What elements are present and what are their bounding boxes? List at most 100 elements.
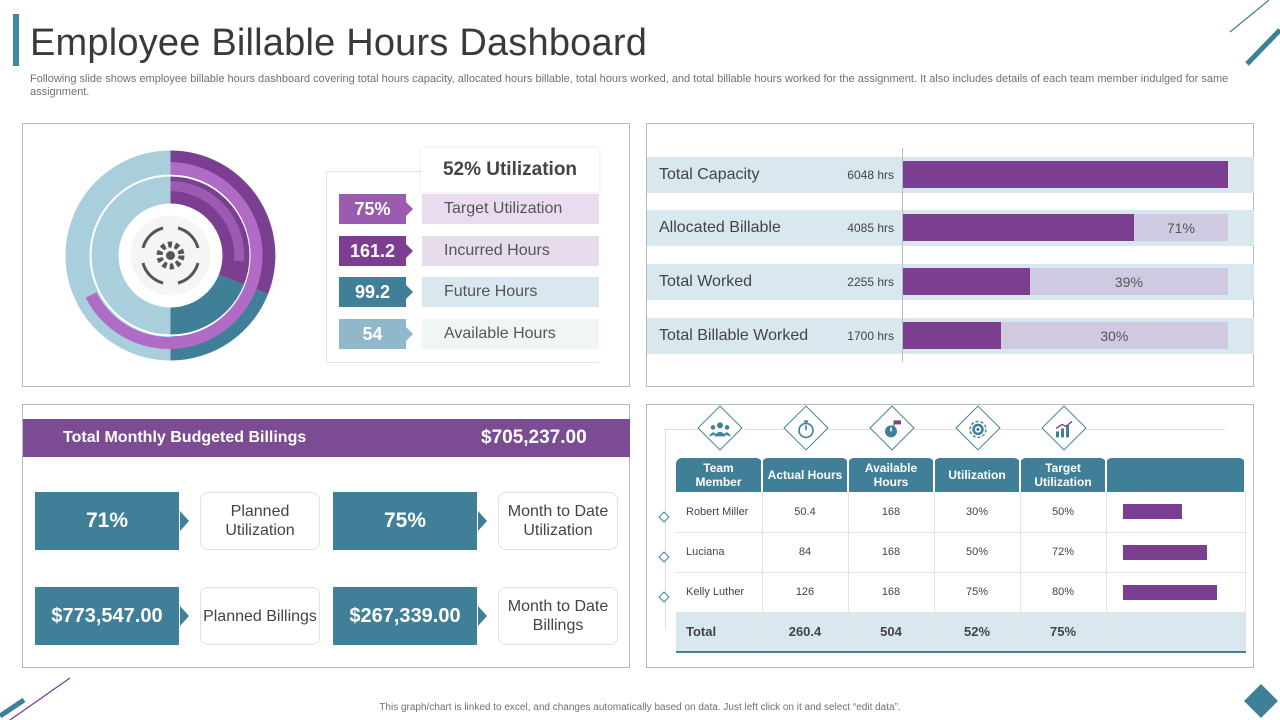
total-label: Total [676,612,763,653]
kpi-planned-utilization-label: Planned Utilization [200,492,320,550]
table-total-row: Total 260.4 504 52% 75% [676,612,1246,653]
metric-row-target-utilization: 75% Target Utilization [339,194,599,224]
hours-fill-bar [903,161,1228,188]
actual-hours: 126 [762,572,849,613]
hours-fill-bar [903,268,1030,295]
hours-percent: 71% [1166,219,1195,236]
hours-value: 2255 hrs [847,275,894,289]
title-accent-bar [13,14,19,66]
target-utilization-bar [1122,544,1208,560]
total-utilization: 52% [934,612,1021,653]
metric-label: Future Hours [422,277,599,307]
metric-label: Available Hours [422,319,599,349]
column-header: Available Hours [848,458,935,492]
corner-decoration-bottom [0,677,71,720]
target-utilization-bar [1122,504,1182,520]
utilization-panel: 52% Utilization 75% Target Utilization 1… [22,123,630,387]
column-header-chart [1106,458,1246,492]
table-row: Kelly Luther 126 168 75% 80% [676,572,1246,613]
metric-label: Incurred Hours [422,236,599,266]
hours-percent: 30% [1100,327,1129,344]
hours-percent: 39% [1114,273,1143,290]
growth-chart-icon [1041,405,1087,451]
total-actual-hours: 260.4 [762,612,849,653]
metric-row-incurred-hours: 161.2 Incurred Hours [339,236,599,266]
actual-hours: 50.4 [762,492,849,533]
hours-row-total-billable-worked: Total Billable Worked 1700 hrs 30% [647,318,1254,354]
billing-header-label: Total Monthly Budgeted Billings [63,429,307,446]
kpi-planned-utilization-value: 71% [35,492,189,550]
hours-label: Total Worked [659,273,753,290]
billing-header: Total Monthly Budgeted Billings $705,237… [23,419,630,457]
actual-hours: 84 [762,532,849,573]
metric-row-available-hours: 54 Available Hours [339,319,599,349]
corner-diamond-decoration [1244,684,1278,718]
metric-value: 99.2 [339,277,413,307]
total-target-utilization: 75% [1020,612,1107,653]
target-bar-cell [1106,572,1246,613]
team-table: Team Member Actual Hours Available Hours… [676,458,1246,653]
hours-label: Allocated Billable [659,219,781,236]
team-panel: Team Member Actual Hours Available Hours… [646,404,1254,668]
member-name: Kelly Luther [676,572,763,613]
column-header: Actual Hours [762,458,849,492]
total-available-hours: 504 [848,612,935,653]
hours-flag-icon [869,405,915,451]
target-utilization: 72% [1020,532,1107,573]
metric-value: 54 [339,319,413,349]
team-table-header: Team Member Actual Hours Available Hours… [676,458,1246,492]
utilization: 30% [934,492,1021,533]
column-header: Team Member [676,458,763,492]
hours-axis-line [902,148,903,362]
metric-value: 161.2 [339,236,413,266]
available-hours: 168 [848,492,935,533]
hours-panel: Total Capacity 6048 hrs Allocated Billab… [646,123,1254,387]
target-bar-cell [1106,492,1246,533]
member-name: Robert Miller [676,492,763,533]
utilization: 75% [934,572,1021,613]
kpi-mtd-billings-label: Month to Date Billings [498,587,618,645]
available-hours: 168 [848,532,935,573]
donut-target-arc [85,162,263,349]
table-row: Robert Miller 50.4 168 30% 50% [676,492,1246,533]
donut-inner-arc [170,181,245,262]
gear-target-icon [955,405,1001,451]
utilization-heading: 52% Utilization [421,148,599,192]
target-utilization-bar [1122,584,1217,600]
hours-fill-bar [903,214,1134,241]
hours-track: 39% [903,268,1228,295]
hours-row-total-worked: Total Worked 2255 hrs 39% [647,264,1254,300]
kpi-planned-billings-value: $773,547.00 [35,587,189,645]
metric-row-future-hours: 99.2 Future Hours [339,277,599,307]
hours-track [903,161,1228,188]
utilization-donut-chart [65,150,276,361]
metric-value: 75% [339,194,413,224]
footer-note: This graph/chart is linked to excel, and… [379,702,901,713]
hours-fill-bar [903,322,1001,349]
column-header: Utilization [934,458,1021,492]
billings-panel: Total Monthly Budgeted Billings $705,237… [22,404,630,668]
hours-row-total-capacity: Total Capacity 6048 hrs [647,157,1254,193]
utilization: 50% [934,532,1021,573]
hours-label: Total Capacity [659,166,760,183]
hours-value: 4085 hrs [847,221,894,235]
hours-label: Total Billable Worked [659,327,809,344]
kpi-mtd-utilization-label: Month to Date Utilization [498,492,618,550]
target-utilization: 80% [1020,572,1107,613]
hours-row-allocated-billable: Allocated Billable 4085 hrs 71% [647,210,1254,246]
kpi-planned-billings-label: Planned Billings [200,587,320,645]
target-utilization: 50% [1020,492,1107,533]
total-empty-cell [1106,612,1246,653]
gear-cycle-icon [141,226,200,285]
available-hours: 168 [848,572,935,613]
kpi-mtd-billings-value: $267,339.00 [333,587,487,645]
member-name: Luciana [676,532,763,573]
page-title: Employee Billable Hours Dashboard [30,22,648,64]
kpi-mtd-utilization-value: 75% [333,492,487,550]
billing-header-value: $705,237.00 [481,427,587,448]
page-subtitle: Following slide shows employee billable … [30,73,1229,98]
metric-label: Target Utilization [422,194,599,224]
table-row: Luciana 84 168 50% 72% [676,532,1246,573]
hours-value: 1700 hrs [847,329,894,343]
team-icon [697,405,743,451]
